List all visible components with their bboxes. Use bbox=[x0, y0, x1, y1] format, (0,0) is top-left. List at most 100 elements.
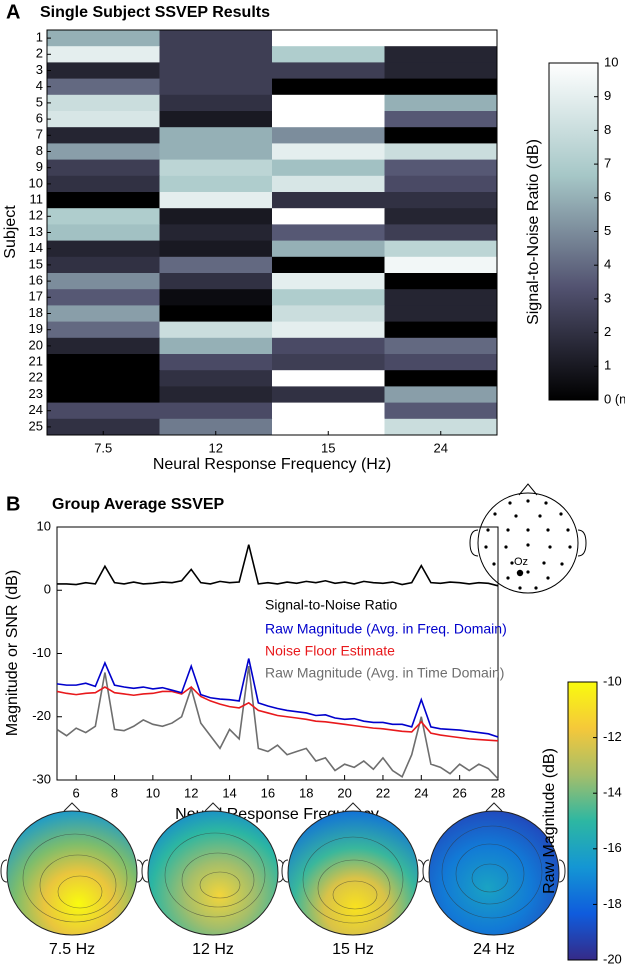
y-tick-label: 22 bbox=[29, 370, 43, 385]
heatmap-cell bbox=[272, 386, 385, 404]
y-tick-label: 13 bbox=[29, 224, 43, 239]
heatmap-cell bbox=[384, 273, 498, 290]
topomap-title: 15 Hz bbox=[332, 941, 374, 958]
heatmap-cell bbox=[384, 143, 498, 161]
colorbar bbox=[548, 62, 599, 401]
heatmap-cell bbox=[159, 127, 273, 144]
heatmap-cell bbox=[272, 78, 385, 96]
heatmap-cell bbox=[384, 321, 498, 339]
panel-label: B bbox=[6, 493, 20, 515]
y-tick-label: 17 bbox=[29, 289, 43, 304]
heatmap-cell bbox=[159, 370, 273, 387]
x-tick-label: 24 bbox=[414, 785, 428, 800]
y-tick-label: -20 bbox=[32, 708, 51, 723]
heatmap-cell bbox=[384, 111, 498, 128]
heatmap-cell bbox=[47, 94, 160, 112]
y-tick-label: 18 bbox=[29, 305, 43, 320]
heatmap-cell bbox=[272, 289, 385, 306]
heatmap-cell bbox=[159, 62, 273, 80]
y-tick-label: -30 bbox=[32, 771, 51, 786]
heatmap-cell bbox=[159, 240, 273, 258]
heatmap-cell bbox=[47, 78, 160, 96]
heatmap-cell bbox=[272, 127, 385, 144]
colorbar-tick-label: 1 bbox=[604, 358, 611, 373]
heatmap-cell bbox=[159, 273, 273, 290]
topomap-title: 12 Hz bbox=[192, 941, 234, 958]
heatmap-cell bbox=[159, 305, 273, 323]
heatmap-cell bbox=[159, 354, 273, 371]
heatmap-cell bbox=[384, 30, 498, 47]
heatmap-cell bbox=[159, 143, 273, 161]
heatmap-cell bbox=[272, 256, 385, 274]
heatmap-cell bbox=[272, 321, 385, 339]
heatmap-cell bbox=[272, 30, 385, 47]
x-tick-label: 14 bbox=[222, 785, 236, 800]
y-tick-label: 1 bbox=[36, 30, 43, 45]
legend-entry: Noise Floor Estimate bbox=[265, 643, 395, 659]
y-tick-label: 10 bbox=[29, 175, 43, 190]
y-tick-label: 7 bbox=[36, 127, 43, 142]
y-tick-label: 4 bbox=[36, 78, 43, 93]
colorbar-tick-label: 3 bbox=[604, 290, 611, 305]
heatmap-cell bbox=[272, 111, 385, 128]
series-line bbox=[56, 658, 499, 738]
x-tick-label: 24 bbox=[434, 440, 448, 455]
heatmap-cell bbox=[159, 78, 273, 96]
heatmap-cell bbox=[384, 256, 498, 274]
y-tick-label: 14 bbox=[29, 240, 43, 255]
x-tick-label: 15 bbox=[321, 440, 335, 455]
heatmap-cell bbox=[384, 208, 498, 225]
y-tick-label: 12 bbox=[29, 208, 43, 223]
heatmap-cell bbox=[159, 386, 273, 404]
heatmap-cell bbox=[159, 289, 273, 306]
heatmap-cell bbox=[272, 46, 385, 63]
heatmap-cell bbox=[47, 127, 160, 144]
heatmap-cell bbox=[384, 94, 498, 112]
y-tick-label: 9 bbox=[36, 159, 43, 174]
y-tick-label: 2 bbox=[36, 46, 43, 61]
heatmap-cell bbox=[272, 370, 385, 387]
heatmap-cell bbox=[384, 354, 498, 371]
heatmap-cell bbox=[384, 402, 498, 420]
y-tick-label: 10 bbox=[37, 518, 51, 533]
colorbar-tick-label: 5 bbox=[604, 223, 611, 238]
legend-entry: Signal-to-Noise Ratio bbox=[265, 597, 397, 613]
x-tick-label: 22 bbox=[376, 785, 390, 800]
heatmap-cell bbox=[47, 289, 160, 306]
heatmap-cell bbox=[384, 46, 498, 63]
colorbar bbox=[567, 681, 598, 961]
colorbar-tick-label: 7 bbox=[604, 156, 611, 171]
heatmap-cell bbox=[47, 175, 160, 193]
heatmap-cell bbox=[384, 175, 498, 193]
head-inset bbox=[469, 483, 587, 594]
heatmap-cell bbox=[272, 175, 385, 193]
heatmap-cell bbox=[47, 273, 160, 290]
heatmap-cell bbox=[159, 30, 273, 47]
heatmap-cell bbox=[159, 224, 273, 242]
topomap-title: 24 Hz bbox=[473, 941, 515, 958]
heatmap-cell bbox=[384, 305, 498, 323]
heatmap-cell bbox=[47, 30, 160, 47]
y-tick-label: 3 bbox=[36, 62, 43, 77]
heatmap-cell bbox=[47, 354, 160, 371]
heatmap-cell bbox=[272, 305, 385, 323]
heatmap-cell bbox=[384, 289, 498, 306]
x-tick-label: 10 bbox=[146, 785, 160, 800]
heatmap-cell bbox=[384, 370, 498, 387]
heatmap-cell bbox=[384, 337, 498, 355]
heatmap-cell bbox=[47, 111, 160, 128]
heatmap-cell bbox=[47, 240, 160, 258]
colorbar-tick-label: 0 (n.s.) bbox=[604, 391, 625, 406]
colorbar-tick-label: -18 bbox=[603, 896, 622, 911]
heatmap-cell bbox=[159, 208, 273, 225]
x-tick-label: 12 bbox=[209, 440, 223, 455]
colorbar-tick-label: -20 bbox=[603, 951, 622, 965]
series-line bbox=[56, 685, 499, 742]
heatmap-cell bbox=[159, 418, 273, 436]
y-tick-label: 8 bbox=[36, 143, 43, 158]
colorbar-tick-label: 10 bbox=[604, 54, 618, 69]
x-tick-label: 16 bbox=[261, 785, 275, 800]
x-tick-label: 7.5 bbox=[94, 440, 112, 455]
y-axis-label: Subject bbox=[2, 205, 19, 259]
heatmap-cell bbox=[384, 192, 498, 209]
